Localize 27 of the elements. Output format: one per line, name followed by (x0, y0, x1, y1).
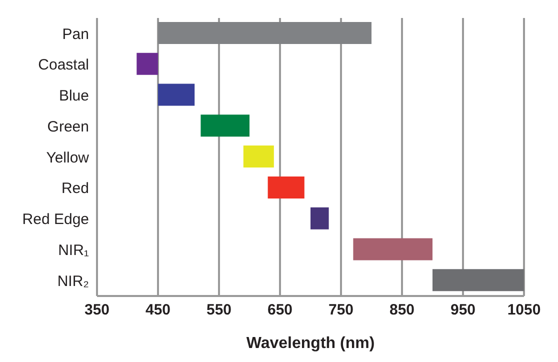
bar (268, 176, 304, 198)
bar (353, 238, 432, 260)
bar (136, 52, 158, 75)
bar (432, 269, 524, 292)
y-tick-label: Red (61, 180, 89, 198)
y-tick-label: NIR₂ (57, 272, 90, 290)
y-tick-label: Red Edge (22, 211, 89, 228)
x-tick-label: 850 (389, 302, 415, 319)
x-tick-label: 650 (267, 302, 293, 319)
bar (200, 114, 250, 137)
y-tick-label: Yellow (46, 149, 90, 166)
bar (158, 84, 195, 106)
bar (158, 22, 372, 44)
x-tick-label: 1050 (507, 302, 541, 319)
bar (243, 146, 274, 168)
x-axis-title: Wavelength (nm) (246, 335, 375, 352)
y-tick-label: Blue (58, 88, 89, 105)
x-tick-label: 350 (84, 302, 110, 319)
x-tick-label: 450 (145, 302, 171, 319)
y-tick-label: Pan (62, 26, 89, 43)
y-tick-label: Coastal (38, 56, 89, 74)
bar (310, 207, 329, 230)
x-tick-label: 550 (206, 302, 232, 319)
x-tick-label: 750 (328, 302, 354, 319)
y-tick-label: NIR₁ (58, 242, 89, 259)
x-tick-label: 950 (450, 302, 476, 319)
y-tick-label: Green (47, 118, 89, 136)
